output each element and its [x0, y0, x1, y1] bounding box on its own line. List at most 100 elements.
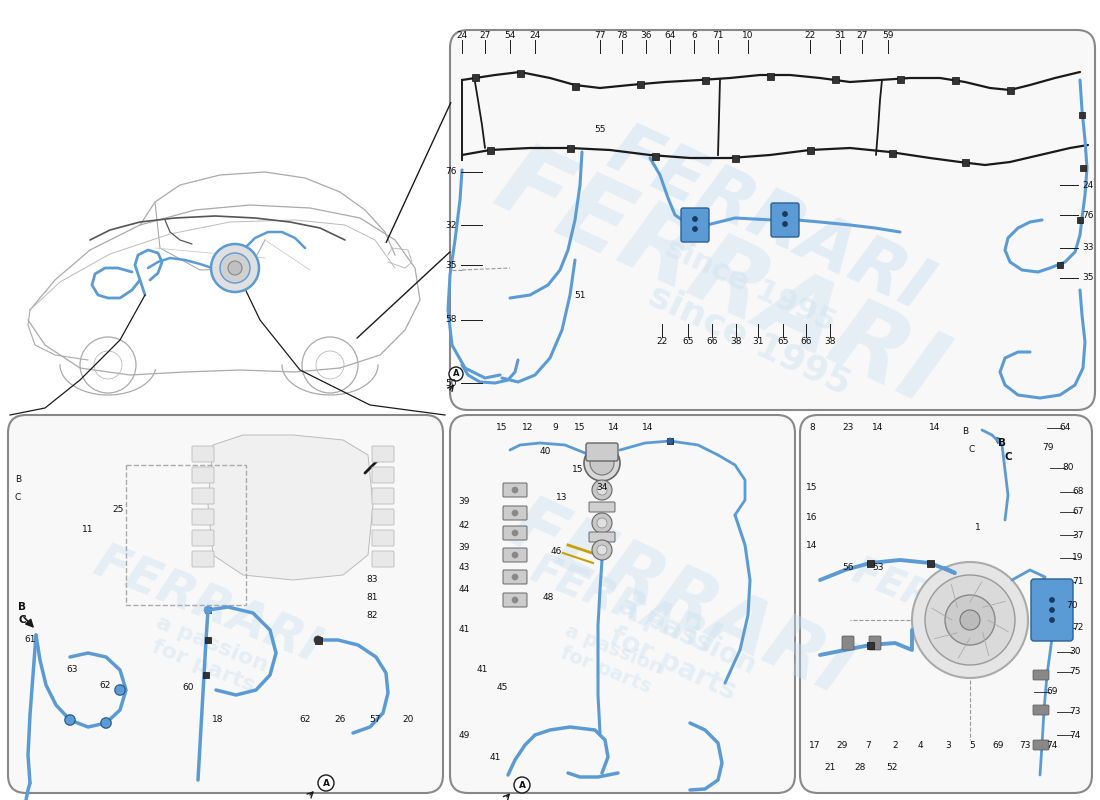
Text: 23: 23 [843, 423, 854, 433]
Text: A: A [453, 370, 460, 378]
FancyBboxPatch shape [1033, 740, 1049, 750]
Text: 35: 35 [446, 261, 456, 270]
FancyBboxPatch shape [503, 570, 527, 584]
FancyBboxPatch shape [205, 637, 211, 643]
FancyBboxPatch shape [192, 509, 215, 525]
Text: 26: 26 [334, 715, 345, 725]
Circle shape [1049, 618, 1055, 622]
Text: 8: 8 [810, 423, 815, 433]
Text: 42: 42 [459, 521, 470, 530]
Text: 82: 82 [366, 611, 377, 621]
FancyBboxPatch shape [204, 672, 209, 678]
FancyBboxPatch shape [192, 530, 215, 546]
Circle shape [584, 445, 620, 481]
Text: 72: 72 [1072, 623, 1084, 633]
Text: 39: 39 [459, 543, 470, 553]
FancyBboxPatch shape [1057, 262, 1063, 268]
Circle shape [512, 487, 518, 493]
Text: B: B [18, 602, 26, 612]
Circle shape [693, 226, 697, 231]
Text: a passion
for parts: a passion for parts [600, 591, 760, 709]
Text: 14: 14 [806, 541, 817, 550]
Text: 67: 67 [1072, 507, 1084, 517]
Text: 73: 73 [1020, 741, 1031, 750]
Circle shape [592, 540, 612, 560]
Text: 40: 40 [539, 447, 551, 457]
Circle shape [116, 686, 124, 694]
Text: 62: 62 [99, 681, 111, 690]
Text: 5: 5 [969, 741, 975, 750]
Text: 2: 2 [892, 741, 898, 750]
Text: 20: 20 [403, 715, 414, 725]
Text: 61: 61 [24, 635, 35, 645]
Text: 22: 22 [804, 30, 815, 39]
Text: since 1995: since 1995 [644, 278, 857, 402]
Circle shape [314, 636, 322, 644]
Text: 16: 16 [806, 514, 817, 522]
FancyBboxPatch shape [372, 530, 394, 546]
Text: 57: 57 [370, 715, 381, 725]
Circle shape [204, 606, 212, 614]
Text: 15: 15 [806, 483, 817, 493]
Text: 41: 41 [476, 666, 487, 674]
Circle shape [512, 597, 518, 603]
FancyBboxPatch shape [572, 82, 579, 90]
FancyBboxPatch shape [192, 551, 215, 567]
FancyBboxPatch shape [192, 488, 215, 504]
Text: 18: 18 [212, 715, 223, 725]
FancyBboxPatch shape [372, 467, 394, 483]
Text: 44: 44 [459, 586, 470, 594]
Circle shape [512, 552, 518, 558]
Text: 76: 76 [1082, 210, 1093, 219]
Text: 9: 9 [552, 423, 558, 433]
FancyBboxPatch shape [486, 146, 494, 154]
FancyBboxPatch shape [372, 509, 394, 525]
FancyBboxPatch shape [667, 438, 673, 444]
Text: FERRARI: FERRARI [497, 489, 862, 711]
FancyBboxPatch shape [1080, 165, 1086, 171]
FancyBboxPatch shape [732, 154, 738, 162]
Text: 65: 65 [778, 338, 789, 346]
Text: 71: 71 [713, 30, 724, 39]
FancyBboxPatch shape [1033, 670, 1049, 680]
Text: 58: 58 [446, 315, 456, 325]
FancyBboxPatch shape [867, 559, 873, 566]
Text: 29: 29 [836, 741, 848, 750]
Text: 24: 24 [529, 30, 540, 39]
FancyBboxPatch shape [503, 526, 527, 540]
FancyBboxPatch shape [832, 75, 838, 82]
Text: 68: 68 [1072, 487, 1084, 497]
Text: 60: 60 [183, 683, 194, 693]
Text: 70: 70 [1066, 601, 1078, 610]
Text: 46: 46 [550, 547, 562, 557]
Circle shape [1049, 607, 1055, 613]
Text: 73: 73 [1069, 707, 1080, 717]
Text: 75: 75 [1069, 667, 1080, 677]
Text: C: C [15, 494, 21, 502]
Text: 22: 22 [657, 338, 668, 346]
Text: 43: 43 [459, 563, 470, 573]
Text: 38: 38 [824, 338, 836, 346]
Text: B: B [998, 438, 1006, 448]
Text: 36: 36 [640, 30, 651, 39]
FancyBboxPatch shape [889, 150, 895, 157]
Text: 48: 48 [542, 594, 553, 602]
Text: 11: 11 [82, 526, 94, 534]
Text: 14: 14 [608, 423, 619, 433]
Circle shape [1049, 598, 1055, 602]
Text: 54: 54 [504, 30, 516, 39]
FancyBboxPatch shape [372, 551, 394, 567]
Text: 74: 74 [1046, 741, 1058, 750]
Text: 1: 1 [975, 523, 981, 533]
Text: 62: 62 [299, 715, 310, 725]
FancyBboxPatch shape [806, 146, 814, 154]
Text: C: C [969, 446, 975, 454]
Text: 59: 59 [882, 30, 893, 39]
Text: 52: 52 [887, 763, 898, 773]
Text: 41: 41 [459, 626, 470, 634]
FancyBboxPatch shape [315, 637, 321, 643]
Text: 31: 31 [752, 338, 763, 346]
Text: 35: 35 [1082, 274, 1093, 282]
FancyBboxPatch shape [192, 446, 215, 462]
Text: FERRARI: FERRARI [525, 548, 726, 662]
